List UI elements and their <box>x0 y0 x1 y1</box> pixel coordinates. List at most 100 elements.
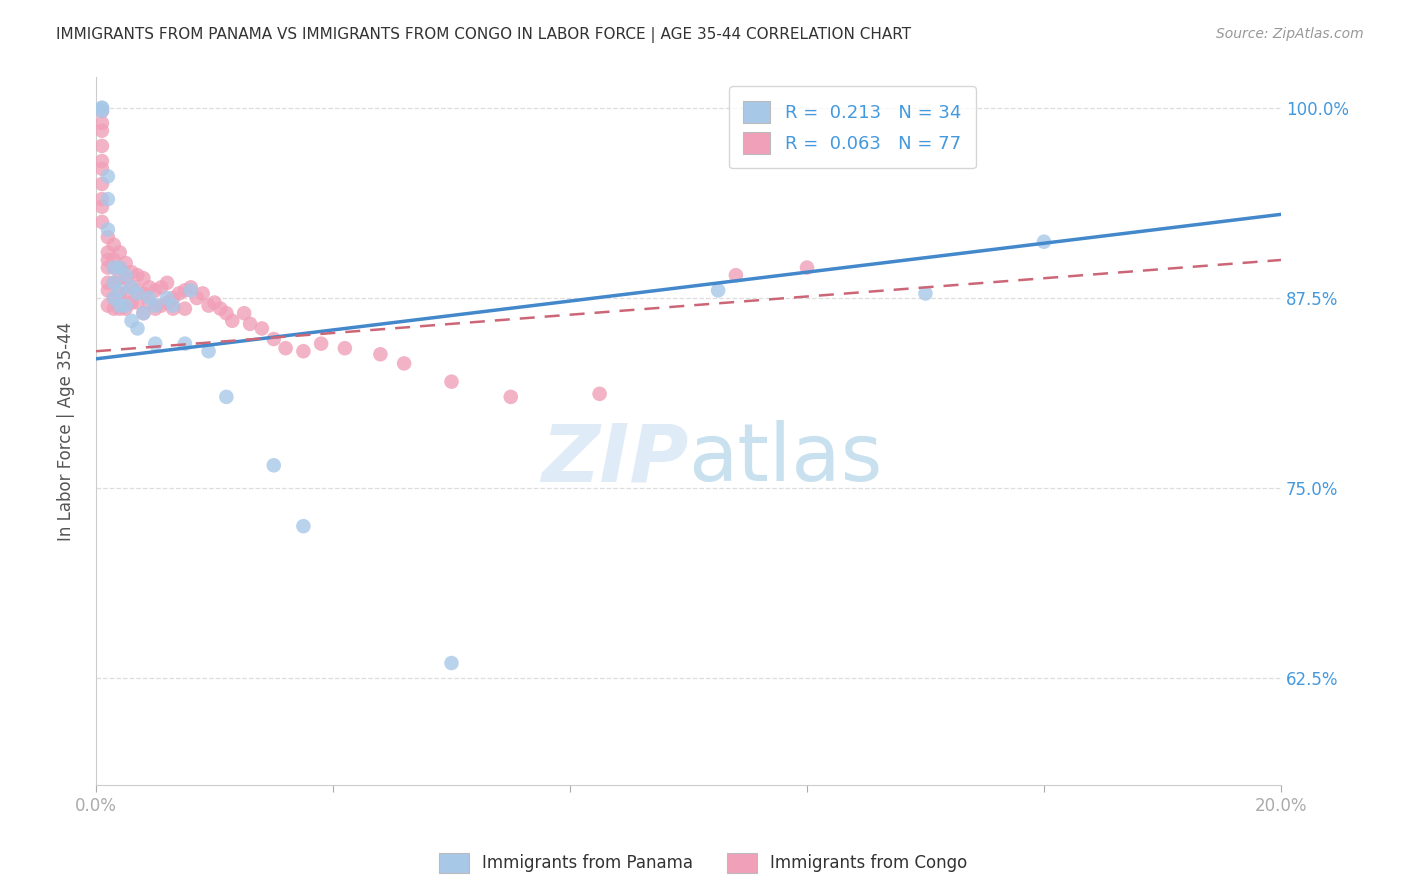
Point <box>914 286 936 301</box>
Point <box>108 301 131 316</box>
Point <box>97 260 120 275</box>
Point <box>370 347 392 361</box>
Point <box>114 286 136 301</box>
Point <box>173 284 195 298</box>
Point <box>215 306 238 320</box>
Point <box>127 284 149 298</box>
Point <box>97 284 120 298</box>
Point <box>132 306 155 320</box>
Point <box>114 268 136 283</box>
Point <box>150 299 173 313</box>
Point <box>103 301 125 316</box>
Point <box>127 268 149 283</box>
Point <box>97 299 120 313</box>
Point <box>108 260 131 275</box>
Point <box>138 291 160 305</box>
Point <box>91 116 114 130</box>
Point <box>309 336 332 351</box>
Point <box>138 295 160 310</box>
Point <box>292 519 315 533</box>
Point <box>588 387 610 401</box>
Point <box>121 280 143 294</box>
Point <box>167 286 190 301</box>
Point <box>103 260 125 275</box>
Text: Source: ZipAtlas.com: Source: ZipAtlas.com <box>1216 27 1364 41</box>
Point <box>108 260 131 275</box>
Point <box>91 101 114 115</box>
Text: ZIP: ZIP <box>541 420 689 499</box>
Point <box>197 299 219 313</box>
Point <box>97 192 120 206</box>
Point <box>97 169 120 184</box>
Point <box>250 321 273 335</box>
Point <box>215 390 238 404</box>
Point <box>97 252 120 267</box>
Point <box>91 161 114 176</box>
Point <box>263 458 285 473</box>
Point <box>121 280 143 294</box>
Point <box>121 295 143 310</box>
Point <box>91 177 114 191</box>
Point <box>156 295 179 310</box>
Point <box>499 390 522 404</box>
Point <box>108 286 131 301</box>
Point <box>796 260 818 275</box>
Point <box>121 314 143 328</box>
Point <box>97 222 120 236</box>
Point <box>97 245 120 260</box>
Point <box>114 301 136 316</box>
Point <box>103 252 125 267</box>
Point <box>239 317 262 331</box>
Point <box>197 344 219 359</box>
Point <box>91 154 114 169</box>
Point <box>132 271 155 285</box>
Point <box>143 299 166 313</box>
Point <box>1033 235 1056 249</box>
Point <box>103 291 125 305</box>
Point <box>91 124 114 138</box>
Point <box>108 284 131 298</box>
Point <box>91 101 114 115</box>
Point <box>156 291 179 305</box>
Point <box>121 265 143 279</box>
Point <box>103 291 125 305</box>
Point <box>108 245 131 260</box>
Point <box>180 284 202 298</box>
Point <box>392 356 415 370</box>
Point <box>221 314 243 328</box>
Point <box>143 301 166 316</box>
Point <box>103 237 125 252</box>
Point <box>440 656 463 670</box>
Point <box>162 291 184 305</box>
Text: atlas: atlas <box>689 420 883 499</box>
Point <box>127 295 149 310</box>
Point <box>180 280 202 294</box>
Point <box>162 301 184 316</box>
Point <box>292 344 315 359</box>
Point <box>91 103 114 118</box>
Point <box>162 299 184 313</box>
Point <box>91 200 114 214</box>
Point <box>127 286 149 301</box>
Point <box>108 299 131 313</box>
Point <box>143 336 166 351</box>
Point <box>156 276 179 290</box>
Point <box>186 291 208 305</box>
Point <box>114 256 136 270</box>
Point <box>191 286 214 301</box>
Point <box>150 280 173 294</box>
Point <box>274 341 297 355</box>
Text: IMMIGRANTS FROM PANAMA VS IMMIGRANTS FROM CONGO IN LABOR FORCE | AGE 35-44 CORRE: IMMIGRANTS FROM PANAMA VS IMMIGRANTS FRO… <box>56 27 911 43</box>
Point <box>91 103 114 118</box>
Point <box>132 306 155 320</box>
Point <box>440 375 463 389</box>
Point <box>233 306 256 320</box>
Point <box>127 321 149 335</box>
Point <box>707 284 730 298</box>
Point <box>103 276 125 290</box>
Point <box>91 215 114 229</box>
Point <box>97 230 120 244</box>
Y-axis label: In Labor Force | Age 35-44: In Labor Force | Age 35-44 <box>58 321 75 541</box>
Legend: R =  0.213   N = 34, R =  0.063   N = 77: R = 0.213 N = 34, R = 0.063 N = 77 <box>728 87 976 169</box>
Point <box>114 299 136 313</box>
